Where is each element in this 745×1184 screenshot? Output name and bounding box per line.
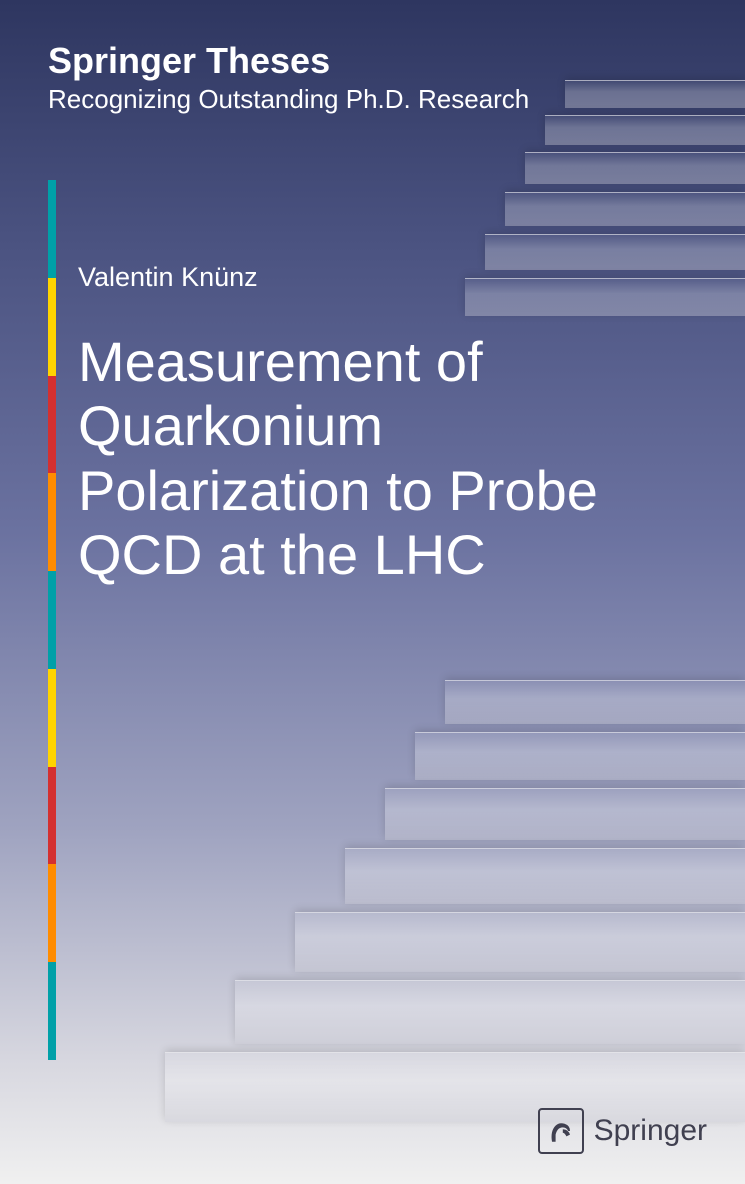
stripe-segment bbox=[48, 522, 56, 571]
stair-step bbox=[485, 234, 745, 270]
series-title: Springer Theses bbox=[48, 40, 330, 82]
author-name: Valentin Knünz bbox=[78, 262, 258, 293]
stripe-segment bbox=[48, 180, 56, 229]
stair-step bbox=[465, 278, 745, 316]
publisher-name: Springer bbox=[594, 1114, 707, 1148]
stair-step bbox=[505, 192, 745, 226]
stair-step bbox=[565, 80, 745, 108]
stripe-segment bbox=[48, 571, 56, 620]
stripe-segment bbox=[48, 473, 56, 522]
publisher-block: Springer bbox=[538, 1108, 707, 1154]
color-stripe bbox=[48, 180, 56, 1060]
stripe-segment bbox=[48, 864, 56, 913]
stair-step bbox=[525, 152, 745, 184]
stripe-segment bbox=[48, 669, 56, 718]
stair-step bbox=[295, 912, 745, 972]
stripe-segment bbox=[48, 229, 56, 278]
stair-step bbox=[385, 788, 745, 840]
stripe-segment bbox=[48, 278, 56, 327]
stripe-segment bbox=[48, 1011, 56, 1060]
stripe-segment bbox=[48, 718, 56, 767]
stripe-segment bbox=[48, 962, 56, 1011]
stripe-segment bbox=[48, 913, 56, 962]
series-subtitle: Recognizing Outstanding Ph.D. Research bbox=[48, 84, 529, 115]
staircase-graphic bbox=[0, 0, 745, 1184]
stair-step bbox=[235, 980, 745, 1044]
stripe-segment bbox=[48, 424, 56, 473]
stripe-segment bbox=[48, 376, 56, 425]
stair-step bbox=[345, 848, 745, 904]
book-title: Measurement of Quarkonium Polarization t… bbox=[78, 330, 638, 588]
stripe-segment bbox=[48, 327, 56, 376]
stripe-segment bbox=[48, 620, 56, 669]
springer-horse-icon bbox=[538, 1108, 584, 1154]
stripe-segment bbox=[48, 816, 56, 865]
stripe-segment bbox=[48, 767, 56, 816]
stair-step bbox=[445, 680, 745, 724]
stair-step bbox=[545, 115, 745, 145]
stair-step bbox=[415, 732, 745, 780]
